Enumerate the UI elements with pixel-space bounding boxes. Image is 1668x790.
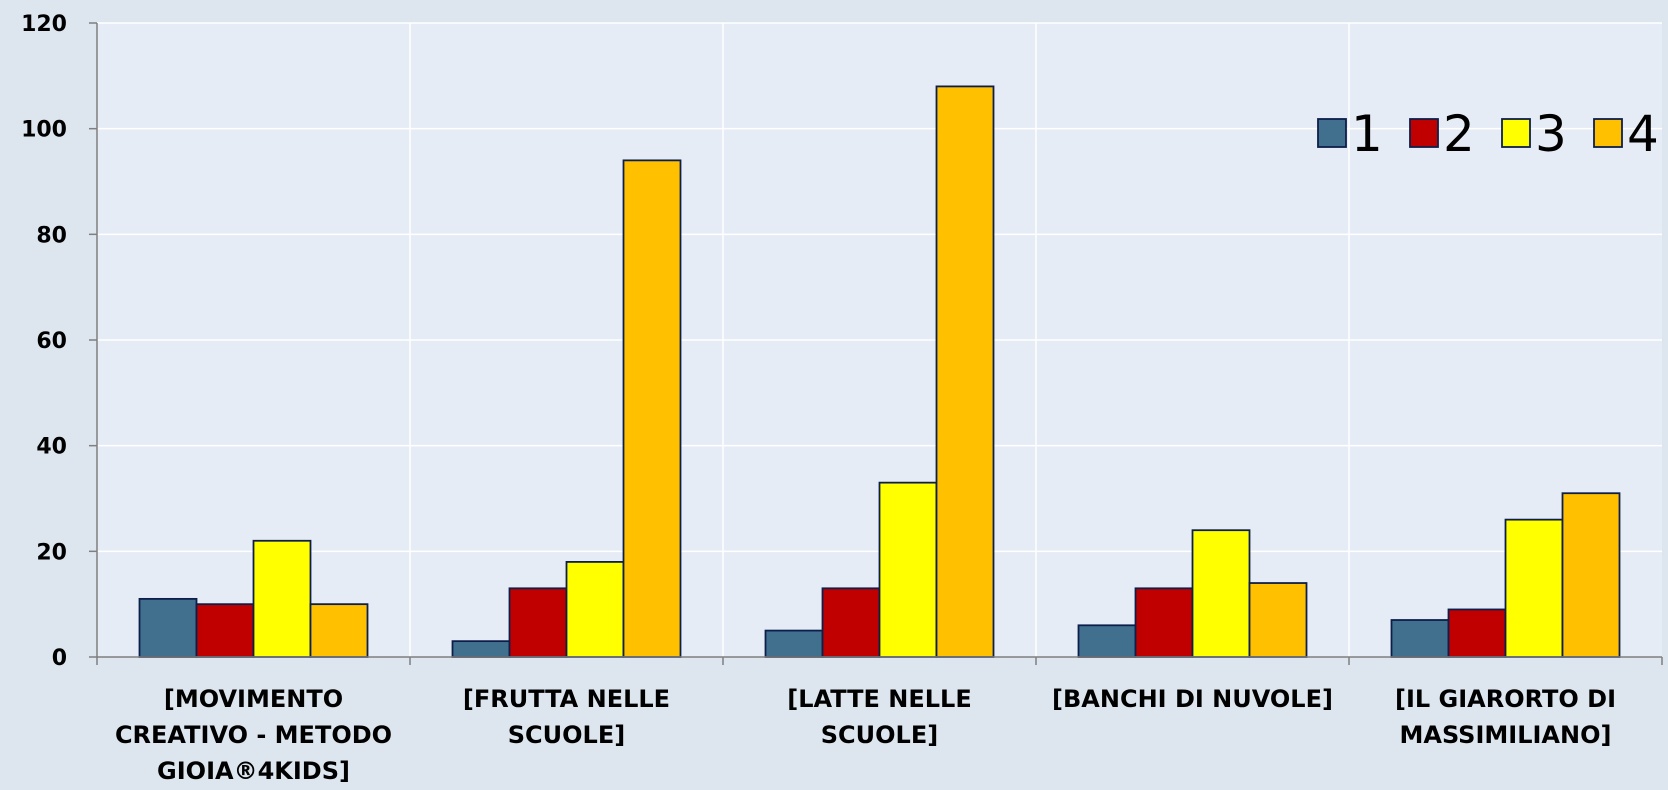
category-label-line: MASSIMILIANO]: [1400, 721, 1612, 749]
y-tick-label: 100: [21, 118, 67, 143]
grid-lines: [97, 22, 1662, 657]
bar-series-4: [1561, 492, 1621, 658]
category-label-line: [BANCHI DI NUVOLE]: [1052, 685, 1333, 713]
legend-label-2: 2: [1443, 105, 1475, 163]
category-label: [MOVIMENTO CREATIVO - METODO GIOIA®4KIDS]: [115, 685, 392, 785]
category-label: [LATTE NELLE SCUOLE]: [787, 685, 971, 749]
bar-series-1: [764, 629, 824, 658]
bar-series-4: [1248, 582, 1308, 658]
bar-series-2: [821, 587, 881, 658]
legend: 1 2 3 4: [1317, 105, 1659, 163]
bar-series-1: [1390, 619, 1450, 658]
category-label-line: [FRUTTA NELLE: [463, 685, 670, 713]
legend-swatch-1: [1317, 118, 1347, 148]
category-label-line: CREATIVO - METODO: [115, 721, 392, 749]
bar-series-3: [1504, 518, 1564, 658]
bar-series-3: [878, 481, 938, 658]
legend-label-3: 3: [1535, 105, 1567, 163]
category-label: [BANCHI DI NUVOLE]: [1052, 685, 1333, 713]
axes: [89, 22, 1663, 665]
legend-label-4: 4: [1627, 105, 1659, 163]
y-tick-label: 40: [36, 435, 67, 460]
bars: [138, 85, 1621, 658]
category-label: [FRUTTA NELLE SCUOLE]: [463, 685, 670, 749]
bar-series-2: [508, 587, 568, 658]
category-label: [IL GIARORTO DI MASSIMILIANO]: [1395, 685, 1616, 749]
legend-swatch-3: [1501, 118, 1531, 148]
bar-series-1: [1077, 624, 1137, 658]
bar-series-4: [622, 159, 682, 658]
category-label-line: GIOIA®4KIDS]: [157, 757, 350, 785]
legend-swatch-2: [1409, 118, 1439, 148]
y-tick-label: 0: [52, 646, 67, 671]
bar-series-3: [252, 539, 312, 658]
y-tick-labels: 0 20 40 60 80 100 120: [21, 12, 67, 671]
category-label-line: SCUOLE]: [821, 721, 938, 749]
bar-series-4: [309, 603, 369, 658]
y-tick-label: 80: [36, 223, 67, 248]
y-tick-label: 60: [36, 329, 67, 354]
y-tick-label: 20: [36, 540, 67, 565]
legend-swatch-4: [1593, 118, 1623, 148]
bar-series-1: [451, 640, 511, 658]
legend-label-1: 1: [1351, 105, 1383, 163]
bar-series-4: [935, 85, 995, 658]
bar-series-2: [1134, 587, 1194, 658]
y-tick-label: 120: [21, 12, 67, 37]
category-labels: [MOVIMENTO CREATIVO - METODO GIOIA®4KIDS][…: [115, 685, 1616, 785]
bar-series-2: [195, 603, 255, 658]
category-label-line: SCUOLE]: [508, 721, 625, 749]
bar-series-3: [565, 561, 625, 658]
category-label-line: [LATTE NELLE: [787, 685, 971, 713]
category-label-line: [MOVIMENTO: [164, 685, 343, 713]
bar-series-2: [1447, 608, 1507, 658]
bar-series-1: [138, 597, 198, 658]
bar-series-3: [1191, 529, 1251, 658]
category-label-line: [IL GIARORTO DI: [1395, 685, 1616, 713]
